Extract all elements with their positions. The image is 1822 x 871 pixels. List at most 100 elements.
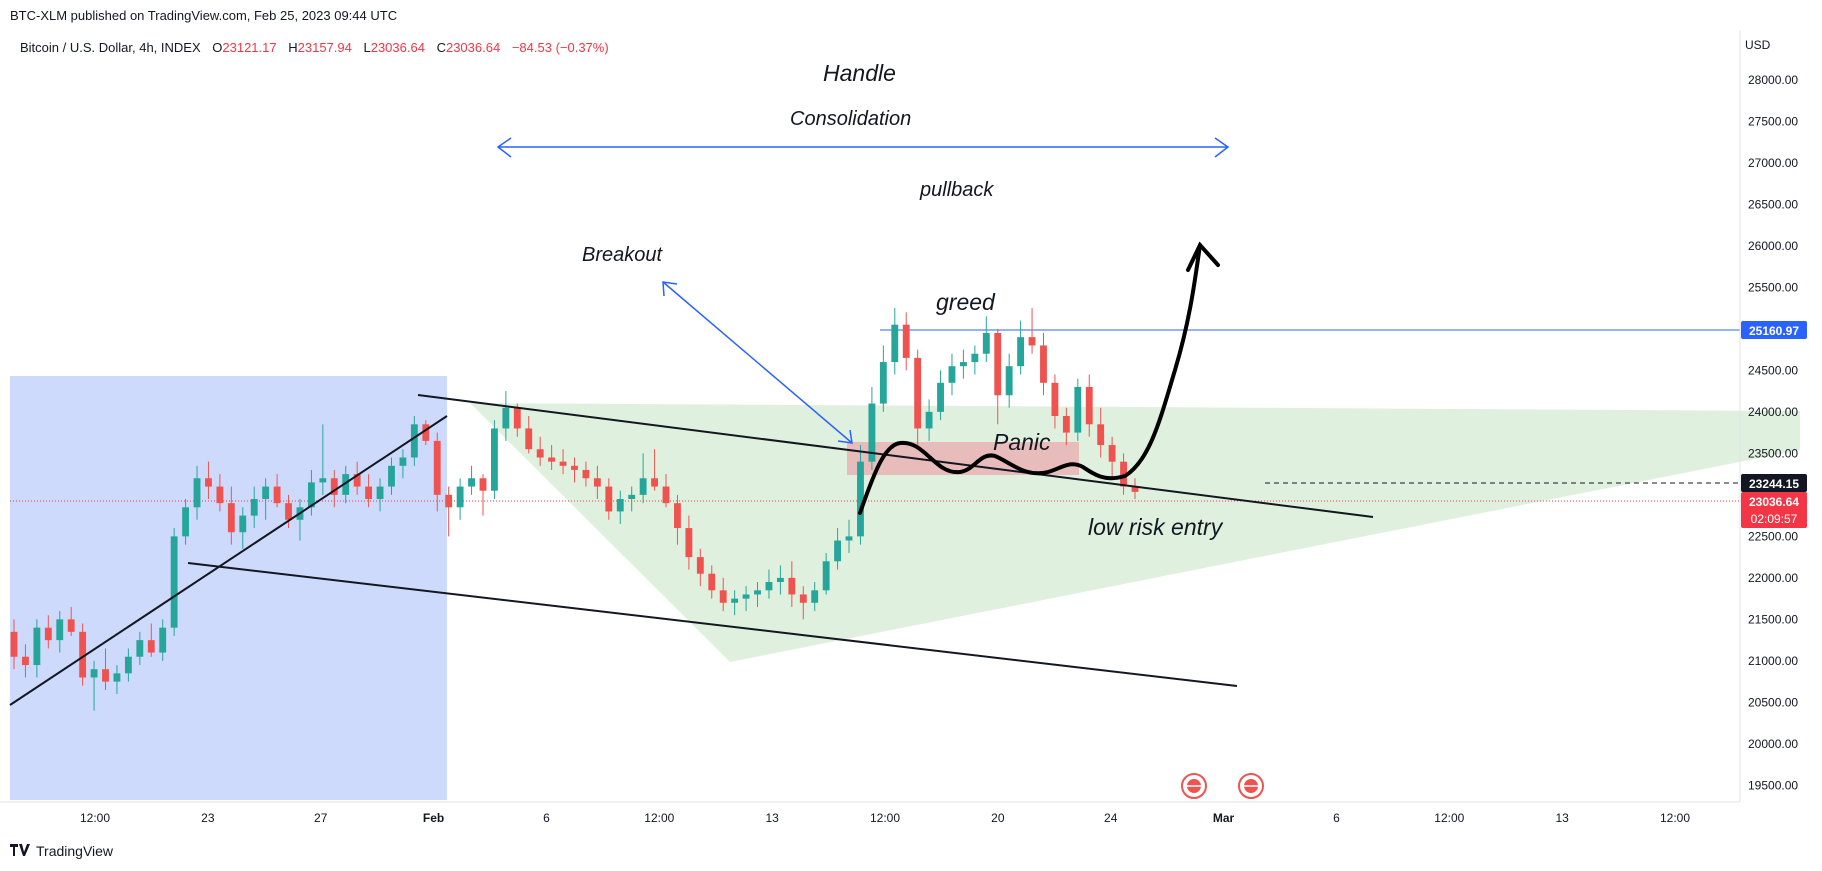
annotation-breakout: Breakout [582,244,663,266]
annotation-consolidation: Consolidation [790,108,911,130]
candle [205,461,212,500]
candle [651,449,659,491]
candle [227,486,235,545]
x-tick-label: 6 [1333,811,1340,825]
y-tick-label: 21000.00 [1748,654,1798,668]
rising-trendline [9,415,448,706]
candle [124,648,132,682]
candle [1131,478,1139,500]
candle [925,399,933,441]
candle [307,469,315,516]
candle [273,474,281,508]
countdown-text: 02:09:57 [1751,512,1798,526]
x-tick-label: 20 [991,811,1005,825]
y-tick-label: 22000.00 [1748,571,1798,585]
projection-arrowhead [1186,241,1220,272]
candle [879,345,887,412]
footer-brand: TradingView [10,843,113,859]
x-tick-label: 24 [1104,811,1118,825]
candle [1074,378,1082,441]
candle [79,623,87,686]
candle [67,606,75,636]
candle [1005,353,1013,408]
candle [971,345,979,375]
candle [799,586,807,620]
candle [399,449,407,479]
candle [765,569,773,599]
candle [90,660,98,711]
y-tick-label: 21500.00 [1748,612,1798,626]
annotation-greed: greed [936,289,996,315]
level-price-text: 25160.97 [1749,324,1799,338]
candle [548,445,556,470]
candle [857,445,864,545]
candle [811,582,819,612]
candle [319,424,327,495]
candle [10,619,18,670]
candle [559,449,567,475]
candle [388,457,395,495]
x-tick-label: 13 [1555,811,1569,825]
candle [193,465,201,520]
candle [616,490,624,524]
high-value: 23157.94 [297,40,352,55]
candle [948,353,956,396]
breakout-arrow [662,281,853,444]
candle [914,349,922,446]
low-label: L [363,40,371,55]
candle [445,486,453,537]
candle [353,461,361,495]
candle [285,494,292,529]
x-tick-label: 12:00 [1434,811,1464,825]
open-value: 23121.17 [222,40,277,55]
candle [674,494,681,545]
candle [342,465,350,504]
candle [262,478,270,520]
candle [22,644,29,678]
candle [605,478,613,520]
x-tick-label: 12:00 [80,811,110,825]
candle [776,565,784,595]
candle [525,416,533,454]
candle [147,623,155,657]
y-tick-label: 22500.00 [1748,529,1798,543]
candle [479,474,487,516]
symbol-name: Bitcoin / U.S. Dollar, 4h, INDEX [20,40,201,55]
consolidation-arrow [496,137,1230,158]
candle [102,648,109,690]
candle [834,528,842,570]
candle [113,665,121,695]
candle [33,619,41,678]
y-tick-label: 19500.00 [1748,778,1798,792]
y-tick-label: 27000.00 [1748,156,1798,170]
candle [902,312,910,371]
annotation-handle: Handle [823,60,896,86]
symbol-legend: Bitcoin / U.S. Dollar, 4h, INDEX O23121.… [20,40,609,55]
open-label: O [212,40,223,55]
x-tick-label: 12:00 [870,811,900,825]
candle [56,611,64,653]
dashed-price-label: 23244.15 [1741,474,1807,492]
candle [136,631,144,666]
candle [1108,436,1116,479]
event-flag-icon[interactable] [1181,773,1207,799]
publish-info: BTC-XLM published on TradingView.com, Fe… [10,8,398,23]
candle [959,349,967,379]
annotation-pullback: pullback [919,179,994,201]
high-label: H [288,40,298,55]
candle [1051,374,1059,429]
event-flag-icon[interactable] [1238,773,1264,799]
footer-brand-text: TradingView [36,843,114,859]
last-price-label: 23036.64 02:09:57 [1741,492,1807,528]
candle [44,615,52,649]
x-tick-label: Mar [1213,811,1235,825]
tradingview-logo-icon [10,843,30,859]
candle [788,561,796,607]
candle [433,432,441,512]
candle [1028,308,1036,354]
candle [410,416,418,466]
y-tick-label: 26500.00 [1748,197,1798,211]
candle [628,486,636,512]
dashed-price-text: 23244.15 [1749,477,1799,491]
